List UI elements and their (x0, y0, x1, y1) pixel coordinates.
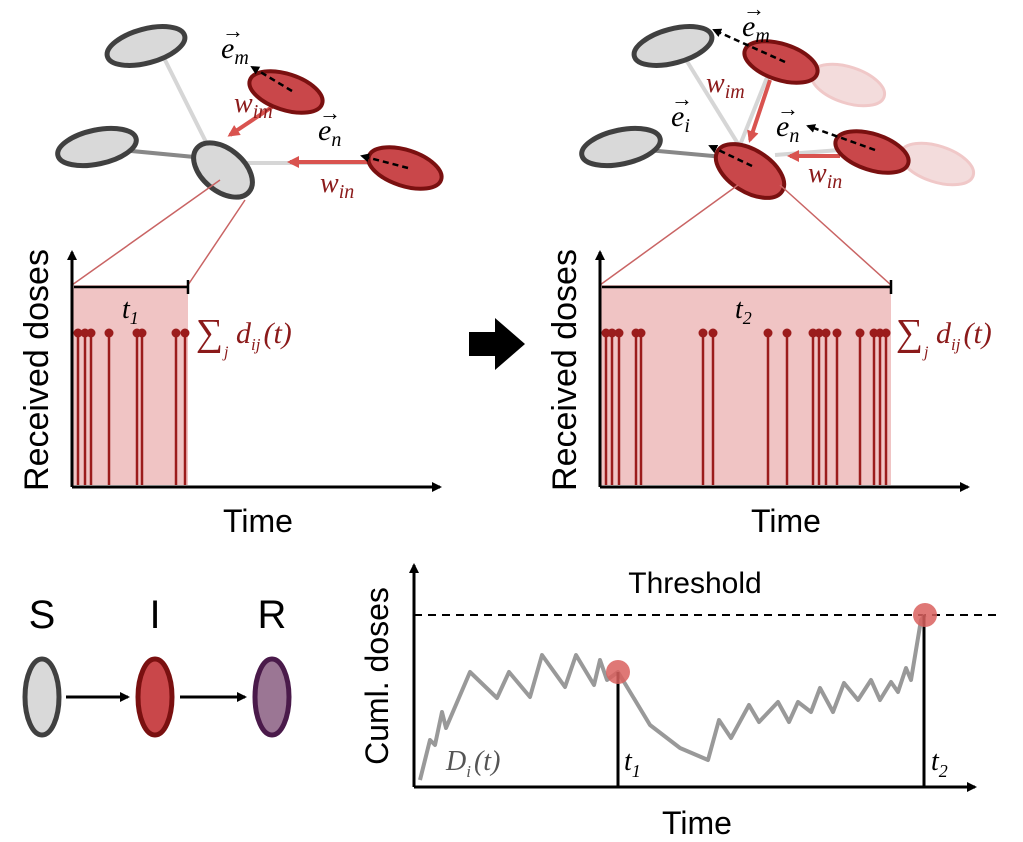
direction-vector-m (250, 65, 293, 93)
sum-symbol: ∑ (196, 312, 223, 354)
direction-vector-n (806, 124, 876, 152)
dose-stems (73, 328, 190, 485)
sum-term: dij (t) (236, 317, 292, 354)
sum-index: j (922, 344, 929, 361)
direction-vector-i (708, 144, 753, 168)
weight-label-in: win (320, 168, 354, 203)
y-axis-label: Received doses (546, 249, 584, 491)
sum-symbol: ∑ (896, 312, 923, 354)
node-focal-i (191, 140, 255, 200)
weight-label-in: win (808, 158, 842, 193)
state-node-i (135, 656, 175, 738)
vector-label-en: en (776, 110, 799, 147)
dose-point (821, 328, 831, 338)
t1-label: t1 (624, 746, 641, 781)
dose-point (614, 328, 624, 338)
dose-point (698, 328, 708, 338)
dose-point (708, 328, 718, 338)
edge (774, 148, 841, 157)
state-label-s: S (29, 593, 56, 637)
dose-point (763, 328, 773, 338)
dose-point (832, 328, 842, 338)
right-dose-plot: t2 ∑ j dij (t) Received doses Time (546, 249, 992, 539)
dose-point (855, 328, 865, 338)
dose-point (782, 328, 792, 338)
sum-expression: ∑ j dij (t) (896, 312, 992, 361)
edge (738, 69, 772, 146)
zoom-line (779, 184, 892, 286)
weight-label-im: wim (706, 68, 745, 103)
dose-point (881, 328, 891, 338)
vector-arrow-glyph: → (671, 86, 693, 111)
curve-label: Di (t) (445, 746, 500, 781)
zoom-line (71, 179, 221, 286)
dose-point (607, 328, 617, 338)
dose-point (137, 328, 147, 338)
zoom-line (599, 184, 739, 286)
weight-arrow-im (747, 79, 772, 143)
time-window-shade (600, 285, 891, 485)
vector-label-em: em (221, 32, 249, 69)
left-dose-plot: t1 ∑ j dij (t) Received doses Time (18, 249, 442, 539)
node-susceptible (104, 24, 188, 68)
node-infected-m (247, 69, 325, 115)
direction-vector-n (360, 153, 409, 170)
dose-point (73, 328, 83, 338)
x-axis-label: Time (662, 805, 732, 841)
y-axis-label: Received doses (18, 249, 56, 491)
vector-arrow-glyph: → (743, 0, 765, 21)
infection-point-t2 (913, 603, 937, 627)
vector-arrow-glyph: → (777, 96, 799, 121)
sum-index: j (222, 344, 229, 361)
x-axis-label: Time (751, 503, 821, 539)
state-node-r (252, 656, 292, 738)
vector-arrow-glyph: → (319, 100, 341, 125)
dose-point (180, 328, 190, 338)
direction-vector-m (712, 28, 786, 64)
vector-label-ei: ei (671, 100, 690, 137)
state-label-r: R (258, 593, 287, 637)
edge (678, 48, 750, 162)
transition-arrow-icon (469, 318, 525, 370)
sum-term: dij (t) (936, 317, 992, 354)
node-infected-n (833, 129, 911, 175)
cumulative-dose-plot: Threshold Cuml. doses Time Di (t) t1 t2 (359, 563, 1000, 841)
node-susceptible (55, 125, 139, 169)
cumulative-dose-curve (418, 613, 927, 781)
weight-label-im: wim (234, 88, 273, 123)
y-axis-label: Cuml. doses (359, 587, 395, 765)
state-label-i: I (149, 593, 160, 637)
right-network: em → wim ei → en → win (579, 0, 976, 200)
t2-label: t2 (931, 746, 948, 781)
vector-arrow-glyph: → (222, 18, 244, 43)
sir-diagram: S I R (22, 593, 292, 738)
left-network: em → wim en → win (55, 18, 444, 203)
sum-expression: ∑ j dij (t) (196, 312, 292, 361)
node-previous-position (809, 62, 887, 108)
node-susceptible (579, 125, 663, 169)
dose-point (86, 328, 96, 338)
vector-label-em: em (742, 10, 770, 47)
node-susceptible (631, 24, 715, 68)
dose-point (104, 328, 114, 338)
dose-stems (601, 328, 891, 485)
window-label: t2 (735, 294, 752, 328)
vector-label-en: en (318, 114, 341, 151)
dose-point (171, 328, 181, 338)
dose-point (814, 328, 824, 338)
state-node-s (22, 656, 62, 738)
zoom-line (187, 199, 246, 286)
dose-point (636, 328, 646, 338)
x-axis-label: Time (223, 503, 293, 539)
threshold-label: Threshold (628, 567, 761, 600)
infection-point-t1 (606, 660, 630, 684)
window-label: t1 (122, 294, 139, 328)
